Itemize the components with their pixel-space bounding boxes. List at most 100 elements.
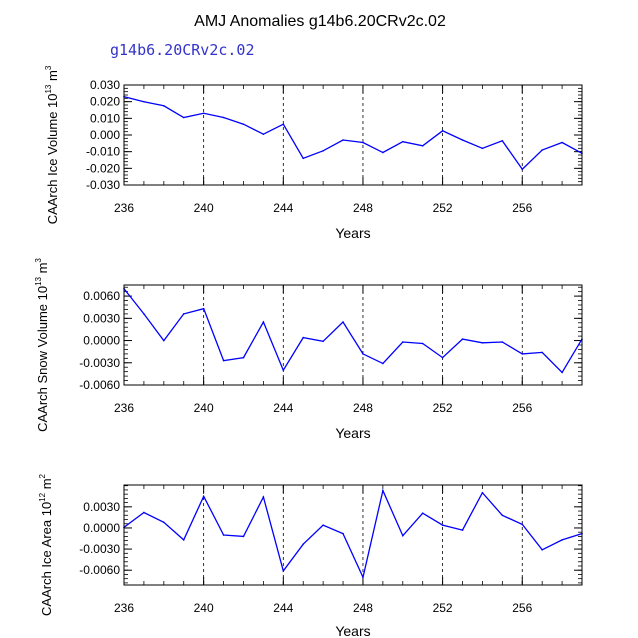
panel-1: 236 240 244 248 252 256 0.030 0.020 0.010 0.000 -0… — [44, 65, 583, 241]
data-point — [541, 548, 543, 551]
y-tick-label: 0.0000 — [83, 334, 120, 348]
chart-title: AMJ Anomalies g14b6.20CRv2c.02 — [194, 13, 446, 30]
data-point — [561, 141, 563, 144]
y-axis-label: CAArch Ice Area 1012 m2 — [38, 473, 54, 616]
data-point — [362, 141, 364, 144]
data-point — [401, 140, 404, 143]
data-point — [541, 149, 543, 151]
x-tick-label: 236 — [114, 201, 134, 215]
data-point — [242, 535, 245, 538]
data-point — [501, 341, 504, 343]
y-tick-label: -0.0060 — [79, 563, 120, 577]
data-point — [163, 105, 165, 107]
data-point — [461, 139, 464, 141]
x-axis-label: Years — [335, 425, 370, 441]
y-tick-label: -0.0060 — [79, 378, 120, 392]
data-point — [242, 356, 245, 359]
plot-frame — [123, 484, 583, 586]
data-point — [222, 534, 225, 536]
data-point — [481, 491, 484, 494]
x-tick-label: 244 — [273, 201, 293, 215]
data-point — [441, 356, 444, 359]
data-point — [521, 168, 524, 170]
data-point — [441, 130, 444, 132]
data-point — [342, 139, 344, 141]
data-point — [163, 339, 165, 342]
data-point — [182, 313, 185, 315]
data-point — [322, 150, 324, 152]
y-tick-label: 0.020 — [90, 95, 120, 109]
panels: 236 240 244 248 252 256 0.030 0.020 0.010 0.000 -0… — [34, 65, 583, 638]
x-tick-label: 236 — [114, 601, 134, 615]
y-axis-label: CAArch Snow Volume 1013 m3 — [34, 258, 50, 432]
data-point — [182, 539, 185, 541]
data-point — [421, 145, 424, 147]
y-tick-label: -0.0030 — [79, 356, 120, 370]
data-point — [481, 341, 484, 344]
y-tick-label: -0.030 — [86, 178, 120, 192]
data-point — [302, 336, 305, 339]
data-point — [143, 511, 145, 514]
data-point — [501, 514, 504, 517]
data-point — [421, 342, 424, 345]
data-point — [302, 543, 305, 545]
data-point — [561, 371, 563, 374]
data-point — [202, 307, 205, 310]
x-tick-label: 240 — [194, 401, 214, 415]
data-point — [282, 570, 285, 572]
data-point — [282, 369, 285, 371]
plot-frame — [123, 84, 583, 186]
data-point — [362, 576, 364, 579]
x-tick-label: 240 — [194, 601, 214, 615]
data-point — [262, 496, 265, 498]
y-tick-label: 0.010 — [90, 111, 120, 125]
data-point — [222, 359, 225, 362]
x-tick-label: 252 — [433, 201, 453, 215]
data-point — [163, 521, 165, 524]
data-point — [182, 116, 185, 119]
y-axis-label: CAArch Ice Volume 1013 m3 — [44, 65, 60, 224]
data-point — [441, 524, 444, 526]
data-point — [461, 529, 464, 531]
data-point — [561, 539, 563, 541]
x-tick-label: 240 — [194, 201, 214, 215]
series-line — [123, 488, 583, 580]
data-point — [401, 534, 404, 537]
data-point — [541, 351, 543, 354]
data-point — [401, 341, 404, 343]
data-point — [262, 133, 265, 135]
data-point — [382, 489, 384, 492]
y-tick-label: 0.0030 — [83, 500, 120, 514]
y-tick-label: -0.010 — [86, 145, 120, 159]
x-tick-label: 236 — [114, 401, 134, 415]
data-point — [382, 362, 384, 365]
data-point — [501, 140, 504, 142]
y-tick-label: 0.030 — [90, 78, 120, 92]
series-line — [123, 96, 583, 171]
y-tick-label: -0.0030 — [79, 542, 120, 556]
x-tick-label: 244 — [273, 601, 293, 615]
data-point — [262, 321, 265, 323]
data-point — [282, 123, 285, 125]
x-axis-label: Years — [335, 623, 370, 638]
data-point — [521, 353, 524, 355]
data-point — [143, 100, 145, 103]
y-tick-label: 0.0000 — [83, 521, 120, 535]
panel-3: 236 240 244 248 252 256 0.0030 0.0000 -0.0030 -0.… — [38, 473, 583, 638]
data-point — [342, 532, 344, 535]
x-tick-label: 248 — [353, 401, 373, 415]
series-line — [123, 288, 583, 374]
x-tick-label: 252 — [433, 401, 453, 415]
data-point — [362, 353, 364, 355]
plot-frame — [123, 284, 583, 386]
x-tick-label: 252 — [433, 601, 453, 615]
data-point — [202, 495, 205, 498]
data-point — [342, 321, 344, 323]
y-tick-label: 0.000 — [90, 128, 120, 142]
data-point — [461, 338, 464, 340]
data-point — [202, 112, 205, 115]
y-tick-label: 0.0060 — [83, 289, 120, 303]
data-point — [521, 523, 524, 526]
data-point — [382, 151, 384, 154]
